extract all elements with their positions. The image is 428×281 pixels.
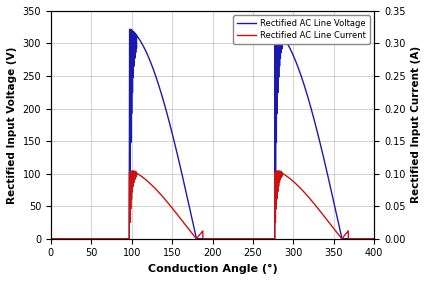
Rectified AC Line Current	[244, 237, 249, 240]
Rectified AC Line Current	[201, 237, 206, 240]
Line: Rectified AC Line Current: Rectified AC Line Current	[51, 171, 374, 239]
Legend: Rectified AC Line Voltage, Rectified AC Line Current: Rectified AC Line Voltage, Rectified AC …	[233, 15, 370, 44]
Rectified AC Line Current	[280, 172, 285, 175]
Rectified AC Line Voltage	[48, 237, 54, 240]
Rectified AC Line Current	[351, 237, 356, 240]
Rectified AC Line Current	[256, 237, 261, 240]
Rectified AC Line Voltage	[244, 237, 249, 240]
Rectified AC Line Voltage	[351, 237, 356, 240]
Rectified AC Line Voltage	[129, 47, 134, 50]
Rectified AC Line Current	[130, 169, 135, 173]
Rectified AC Line Voltage	[201, 237, 206, 240]
Y-axis label: Rectified Input Voltage (V): Rectified Input Voltage (V)	[7, 46, 17, 203]
Rectified AC Line Current	[129, 185, 134, 189]
Rectified AC Line Current	[48, 237, 54, 240]
Rectified AC Line Voltage	[256, 237, 261, 240]
X-axis label: Conduction Angle (°): Conduction Angle (°)	[148, 264, 277, 274]
Y-axis label: Rectified Input Current (A): Rectified Input Current (A)	[411, 46, 421, 203]
Rectified AC Line Voltage	[280, 34, 285, 38]
Rectified AC Line Current	[372, 237, 377, 240]
Rectified AC Line Voltage	[372, 237, 377, 240]
Line: Rectified AC Line Voltage: Rectified AC Line Voltage	[51, 29, 374, 239]
Rectified AC Line Voltage	[127, 28, 132, 31]
